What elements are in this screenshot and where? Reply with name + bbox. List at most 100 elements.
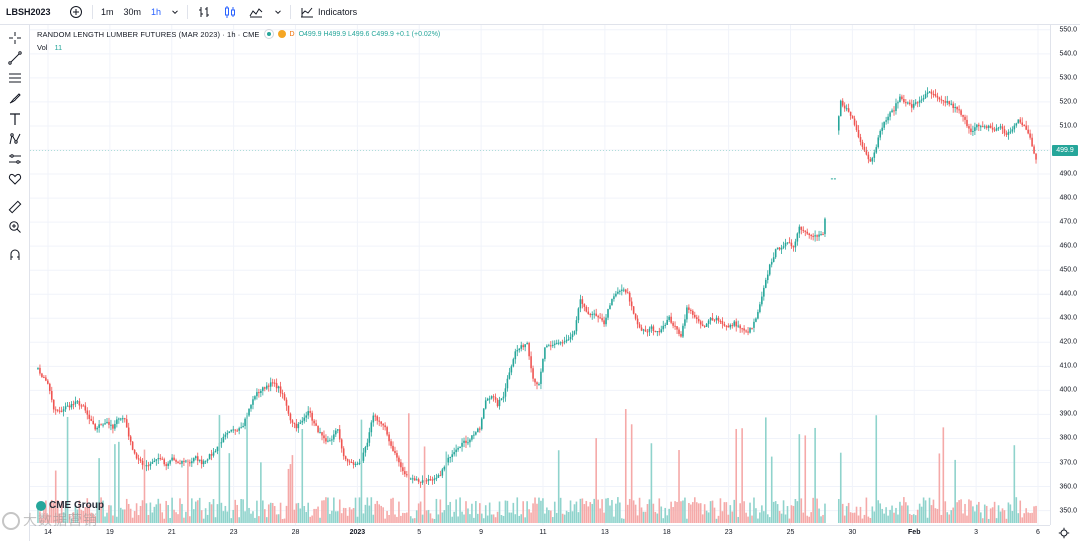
volume-bar (593, 498, 596, 523)
volume-bar (1025, 508, 1027, 523)
volume-bar (636, 515, 639, 523)
candle-body (839, 100, 842, 117)
chart-style-dropdown[interactable] (269, 0, 287, 24)
volume-bar (632, 500, 635, 523)
candle-body (206, 459, 209, 461)
candle-body (202, 461, 205, 465)
volume-bar (658, 498, 661, 523)
candle-body (920, 99, 923, 101)
volume-bar (705, 510, 708, 523)
bar-style-button[interactable] (191, 0, 217, 24)
measure-tool[interactable] (6, 199, 24, 215)
candle-body (388, 434, 390, 442)
volume-bar (187, 459, 189, 523)
candle-body (981, 126, 984, 128)
price-tick-label: 410.0 (1059, 362, 1077, 370)
volume-bar (812, 497, 814, 523)
candle-body (457, 448, 459, 450)
volume-bar (210, 504, 213, 523)
candle-body (80, 405, 83, 407)
candle-body (514, 351, 517, 360)
timeframe-30m[interactable]: 30m (123, 7, 142, 17)
volume-bar (64, 505, 67, 523)
zoom-tool[interactable] (6, 219, 24, 235)
price-axis[interactable]: 550.0540.0530.0520.0510.0500.0490.0480.0… (1050, 25, 1080, 525)
candle-style-button[interactable] (217, 0, 243, 24)
volume-bar (407, 413, 410, 523)
timeframe-1m[interactable]: 1m (101, 7, 114, 17)
compare-add-button[interactable] (63, 0, 89, 24)
volume-bar (506, 500, 509, 523)
price-tick-label: 540.0 (1059, 50, 1077, 58)
volume-bar (189, 516, 191, 523)
volume-bar (688, 502, 690, 523)
time-axis[interactable]: 14 19 21 23 28 2023 5 9 11 13 18 23 25 30 Feb 3 6 (30, 525, 1050, 542)
volume-bar (244, 511, 246, 523)
candle-body (254, 396, 256, 400)
volume-bar (757, 518, 759, 523)
fib-tool[interactable] (6, 70, 24, 86)
candle-body (877, 137, 880, 148)
volume-bar (1013, 445, 1016, 523)
candle-body (901, 96, 903, 99)
volume-bar (500, 514, 503, 523)
indicators-label: Indicators (318, 7, 358, 17)
indicators-button[interactable]: Indicators (294, 0, 362, 24)
candle-body (617, 291, 619, 294)
candle-body (319, 432, 321, 434)
area-style-button[interactable] (243, 0, 269, 24)
volume-bar (751, 515, 753, 523)
volume-bar (313, 508, 315, 523)
volume-bar (555, 512, 558, 523)
volume-bar (335, 511, 337, 523)
volume-bar (867, 516, 870, 523)
volume-bar (421, 514, 424, 523)
brush-tool[interactable] (6, 90, 24, 106)
candle-body (672, 322, 674, 326)
volume-bar (528, 509, 530, 523)
candle-body (970, 128, 972, 132)
volume-bar (837, 499, 840, 523)
volume-bar (475, 501, 477, 523)
candle-body (948, 101, 951, 105)
candle-body (185, 460, 187, 462)
candle-body (70, 404, 73, 408)
chart-settings-button[interactable] (1058, 527, 1070, 539)
volume-bar (447, 505, 450, 523)
pattern-tool[interactable] (6, 131, 24, 147)
candle-body (753, 321, 755, 328)
candle-body (1031, 137, 1033, 147)
timeframe-1h[interactable]: 1h (151, 7, 162, 17)
candle-body (1017, 119, 1020, 124)
magnet-tool[interactable] (6, 247, 24, 263)
candle-body (421, 480, 424, 483)
trend-line-tool[interactable] (6, 50, 24, 66)
volume-bar (60, 501, 63, 523)
forecast-tool[interactable] (6, 151, 24, 167)
candle-body (1001, 126, 1004, 130)
price-chart[interactable] (30, 25, 1050, 525)
volume-bar (802, 512, 805, 523)
candle-body (622, 289, 625, 291)
candle-body (382, 423, 384, 426)
crosshair-tool[interactable] (6, 30, 24, 46)
candle-body (857, 129, 860, 138)
candle-body (256, 392, 258, 397)
volume-bar (248, 507, 250, 523)
timeframe-dropdown[interactable] (166, 0, 184, 24)
zoom-in-icon (9, 221, 21, 233)
symbol-search[interactable]: LBSH2023 (6, 7, 51, 17)
candle-body (693, 314, 696, 318)
candle-body (409, 478, 412, 480)
candle-body (340, 439, 343, 449)
volume-bar (120, 507, 122, 523)
volume-bar (183, 517, 185, 523)
volume-bar (325, 497, 327, 523)
volume-bar (269, 502, 272, 523)
favorites-tool[interactable] (6, 171, 24, 187)
volume-bar (41, 517, 43, 523)
candle-body (658, 331, 661, 333)
volume-bar (169, 518, 171, 523)
volume-bar (96, 502, 98, 523)
text-tool[interactable] (6, 111, 24, 127)
